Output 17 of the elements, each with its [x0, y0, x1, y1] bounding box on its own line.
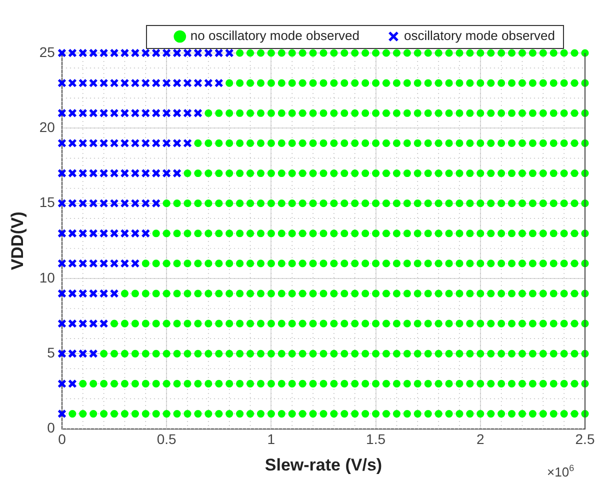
x-axis-title: Slew-rate (V/s)	[264, 455, 382, 474]
y-tick-label: 5	[47, 344, 56, 360]
y-tick-label: 15	[39, 194, 56, 210]
legend-label: oscillatory mode observed	[404, 28, 556, 44]
y-axis-title: VDD(V)	[8, 212, 27, 270]
x-tick-label: 2	[476, 431, 484, 448]
x-tick-label: 1.5	[366, 431, 386, 448]
x-tick-label: 1	[267, 431, 276, 448]
y-tick-label: 25	[39, 44, 56, 60]
text: ×10$^{6}$	[547, 462, 574, 480]
legend-label: no oscillatory mode observed	[190, 28, 360, 44]
y-tick-label: 20	[39, 119, 56, 136]
y-tick-label: 10	[39, 269, 56, 286]
x-tick-label: 0.5	[156, 431, 177, 448]
y-tick-label: 0	[47, 420, 56, 436]
x-tick-label: 0	[58, 431, 66, 448]
x-tick-label: 2.5	[575, 431, 595, 448]
